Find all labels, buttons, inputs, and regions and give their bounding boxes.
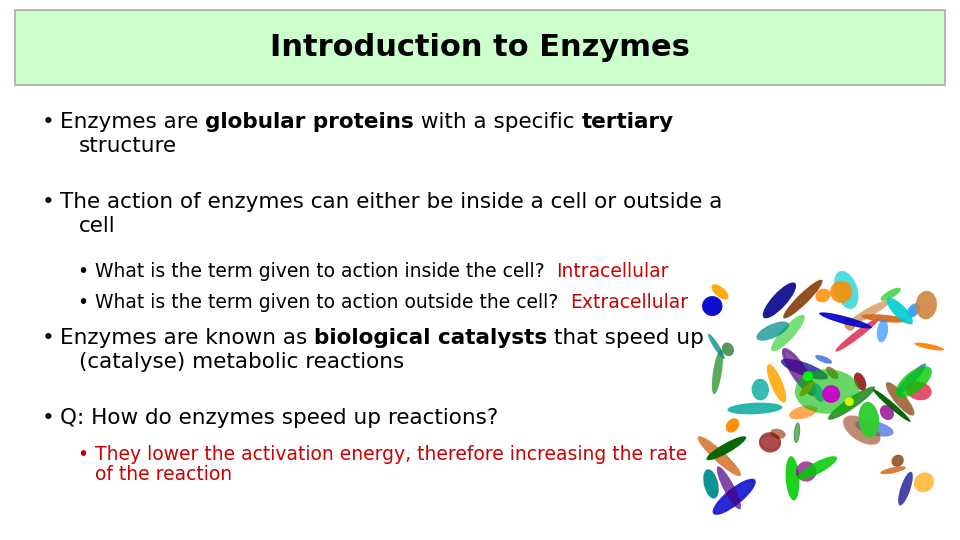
Ellipse shape (812, 383, 825, 402)
Ellipse shape (844, 318, 855, 330)
Ellipse shape (899, 472, 913, 505)
Ellipse shape (887, 298, 913, 325)
Ellipse shape (896, 363, 926, 396)
Ellipse shape (916, 291, 937, 319)
Ellipse shape (830, 281, 852, 303)
Ellipse shape (896, 366, 932, 397)
Text: •: • (42, 408, 55, 428)
Text: Intracellular: Intracellular (557, 262, 669, 281)
Text: The action of enzymes can either be inside a cell or outside a: The action of enzymes can either be insi… (60, 192, 722, 212)
Ellipse shape (848, 300, 890, 325)
Text: •: • (77, 445, 88, 464)
Text: of the reaction: of the reaction (95, 464, 232, 484)
Text: tertiary: tertiary (582, 112, 674, 132)
Ellipse shape (828, 387, 876, 420)
Ellipse shape (892, 455, 903, 467)
Ellipse shape (759, 432, 781, 453)
Ellipse shape (783, 280, 823, 319)
Text: with a specific: with a specific (414, 112, 582, 132)
Ellipse shape (798, 456, 837, 480)
Ellipse shape (907, 303, 920, 318)
Ellipse shape (702, 296, 723, 316)
Ellipse shape (794, 422, 801, 443)
Circle shape (822, 385, 840, 403)
Text: (catalyse) metabolic reactions: (catalyse) metabolic reactions (79, 352, 404, 372)
Circle shape (845, 397, 853, 406)
Circle shape (803, 371, 813, 381)
Text: Q: How do enzymes speed up reactions?: Q: How do enzymes speed up reactions? (60, 408, 498, 428)
Ellipse shape (717, 467, 741, 509)
Ellipse shape (880, 405, 894, 420)
Text: Extracellular: Extracellular (570, 293, 688, 312)
Ellipse shape (704, 469, 719, 498)
Text: •: • (42, 192, 55, 212)
Text: that speed up: that speed up (547, 328, 705, 348)
Ellipse shape (698, 436, 741, 476)
Text: •: • (42, 112, 55, 132)
FancyBboxPatch shape (15, 10, 945, 85)
Ellipse shape (800, 381, 815, 396)
Ellipse shape (728, 403, 782, 414)
Ellipse shape (789, 406, 817, 419)
Ellipse shape (712, 478, 756, 515)
Ellipse shape (756, 321, 789, 341)
Ellipse shape (873, 389, 911, 422)
Ellipse shape (770, 429, 785, 438)
Ellipse shape (861, 314, 908, 322)
Text: Introduction to Enzymes: Introduction to Enzymes (270, 33, 690, 62)
Ellipse shape (781, 348, 816, 396)
Ellipse shape (834, 271, 858, 309)
Ellipse shape (780, 359, 828, 380)
Ellipse shape (915, 342, 944, 350)
Text: Enzymes are: Enzymes are (60, 112, 205, 132)
Ellipse shape (815, 355, 832, 364)
Ellipse shape (855, 420, 894, 436)
Ellipse shape (843, 415, 880, 445)
Ellipse shape (785, 456, 800, 501)
Ellipse shape (854, 373, 866, 390)
Ellipse shape (771, 315, 804, 351)
Ellipse shape (722, 342, 734, 356)
Text: cell: cell (79, 216, 115, 236)
Ellipse shape (826, 367, 838, 379)
Ellipse shape (712, 349, 723, 394)
Ellipse shape (876, 320, 888, 342)
Text: globular proteins: globular proteins (205, 112, 414, 132)
Text: •: • (77, 293, 88, 312)
Ellipse shape (886, 382, 914, 416)
Ellipse shape (726, 418, 739, 433)
Text: biological catalysts: biological catalysts (314, 328, 547, 348)
Ellipse shape (914, 472, 934, 492)
Ellipse shape (707, 436, 746, 460)
Text: They lower the activation energy, therefore increasing the rate: They lower the activation energy, theref… (95, 445, 687, 464)
Ellipse shape (795, 369, 860, 414)
Ellipse shape (858, 402, 879, 438)
Ellipse shape (906, 381, 931, 400)
Text: What is the term given to action outside the cell?: What is the term given to action outside… (95, 293, 570, 312)
Ellipse shape (708, 334, 725, 359)
Text: structure: structure (79, 136, 177, 156)
Ellipse shape (819, 312, 872, 328)
Text: Enzymes are known as: Enzymes are known as (60, 328, 314, 348)
Ellipse shape (796, 461, 817, 482)
Ellipse shape (880, 288, 900, 301)
Ellipse shape (815, 289, 830, 302)
Ellipse shape (835, 318, 879, 352)
Text: •: • (42, 328, 55, 348)
Text: •: • (77, 262, 88, 281)
Ellipse shape (763, 282, 796, 319)
Ellipse shape (711, 284, 729, 300)
Ellipse shape (880, 466, 906, 474)
Text: What is the term given to action inside the cell?: What is the term given to action inside … (95, 262, 557, 281)
Ellipse shape (767, 364, 786, 403)
Ellipse shape (752, 379, 769, 401)
